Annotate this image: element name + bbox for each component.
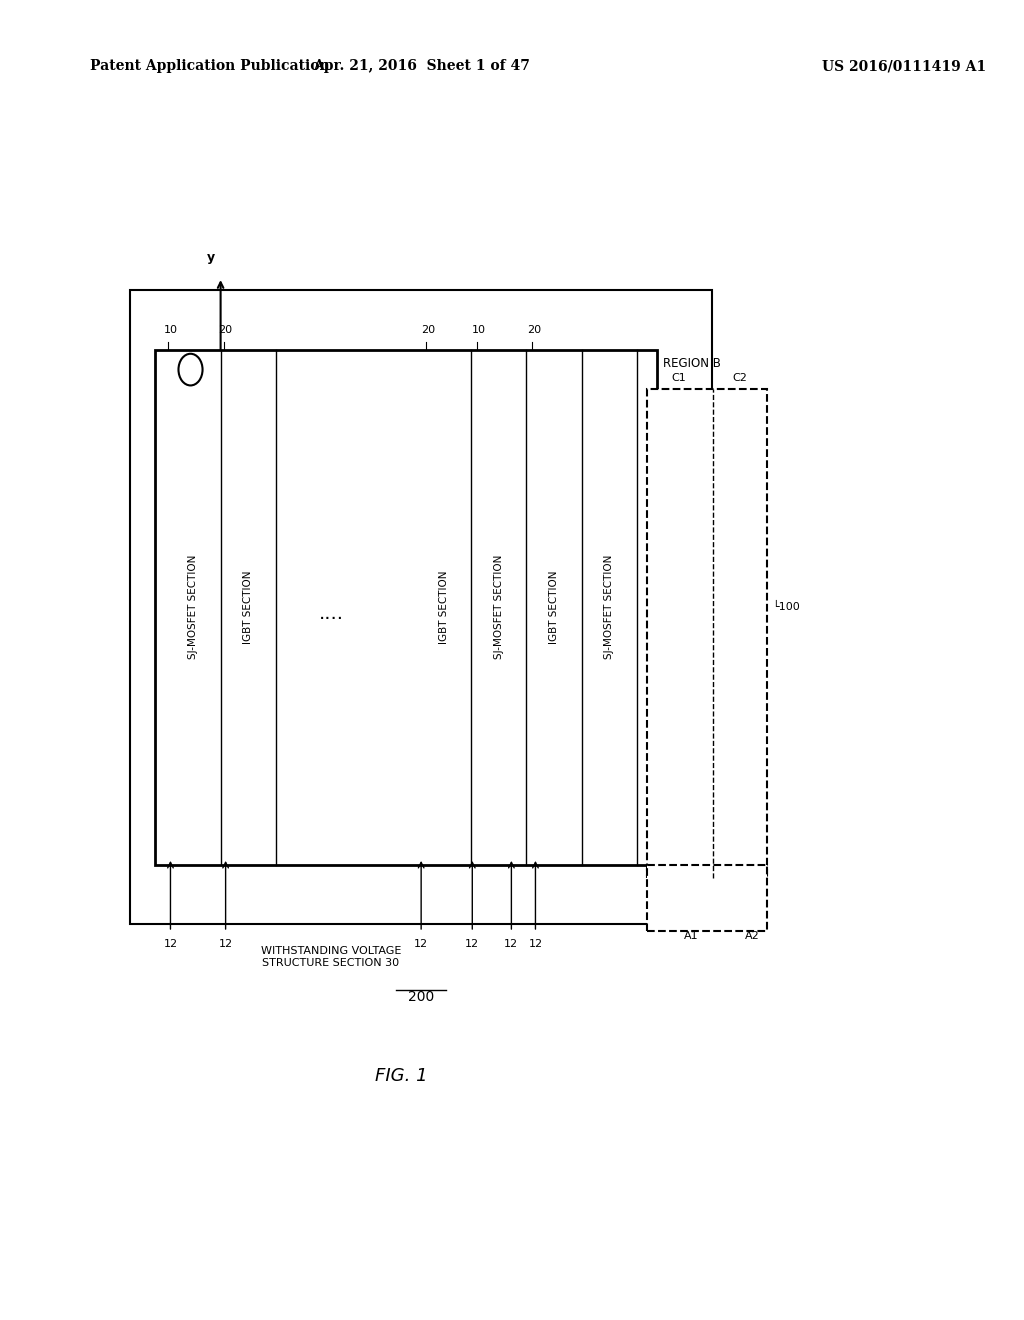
Text: 10: 10: [164, 325, 177, 335]
Text: A1: A1: [684, 931, 699, 941]
Text: IGBT SECTION: IGBT SECTION: [438, 570, 449, 644]
Text: IGBT SECTION: IGBT SECTION: [243, 570, 253, 644]
Bar: [647, 865, 767, 931]
Text: IGBT SECTION: IGBT SECTION: [549, 570, 559, 644]
Text: SJ-MOSFET SECTION: SJ-MOSFET SECTION: [188, 554, 198, 660]
Text: C1: C1: [672, 372, 687, 383]
Text: 12: 12: [164, 939, 177, 949]
Text: FIG. 1: FIG. 1: [375, 1067, 427, 1085]
Text: Apr. 21, 2016  Sheet 1 of 47: Apr. 21, 2016 Sheet 1 of 47: [312, 59, 529, 73]
Text: 20: 20: [421, 325, 435, 335]
Text: 12: 12: [218, 939, 232, 949]
Bar: [130, 290, 712, 924]
Text: x: x: [301, 350, 309, 363]
Text: y: y: [207, 251, 215, 264]
Text: SJ-MOSFET SECTION: SJ-MOSFET SECTION: [604, 554, 614, 660]
Text: A2: A2: [744, 931, 759, 941]
Text: 20: 20: [527, 325, 542, 335]
Text: 20: 20: [218, 325, 232, 335]
Bar: [647, 389, 767, 878]
Text: └100: └100: [772, 602, 800, 612]
Text: 12: 12: [505, 939, 518, 949]
Text: Patent Application Publication: Patent Application Publication: [90, 59, 330, 73]
Text: REGION B: REGION B: [663, 356, 721, 370]
Text: US 2016/0111419 A1: US 2016/0111419 A1: [822, 59, 986, 73]
Text: 10: 10: [650, 564, 664, 574]
Text: ....: ....: [318, 605, 343, 623]
Text: C2: C2: [732, 372, 746, 383]
Text: 10: 10: [472, 325, 486, 335]
Text: 12: 12: [528, 939, 543, 949]
Bar: [156, 350, 656, 865]
Text: WITHSTANDING VOLTAGE
STRUCTURE SECTION 30: WITHSTANDING VOLTAGE STRUCTURE SECTION 3…: [261, 946, 401, 968]
Text: z: z: [162, 389, 169, 403]
Text: 12: 12: [414, 939, 428, 949]
Text: SJ-MOSFET SECTION: SJ-MOSFET SECTION: [494, 554, 504, 660]
Text: ⌒10: ⌒10: [650, 569, 671, 579]
Text: 12: 12: [465, 939, 479, 949]
Text: 200: 200: [408, 990, 434, 1005]
